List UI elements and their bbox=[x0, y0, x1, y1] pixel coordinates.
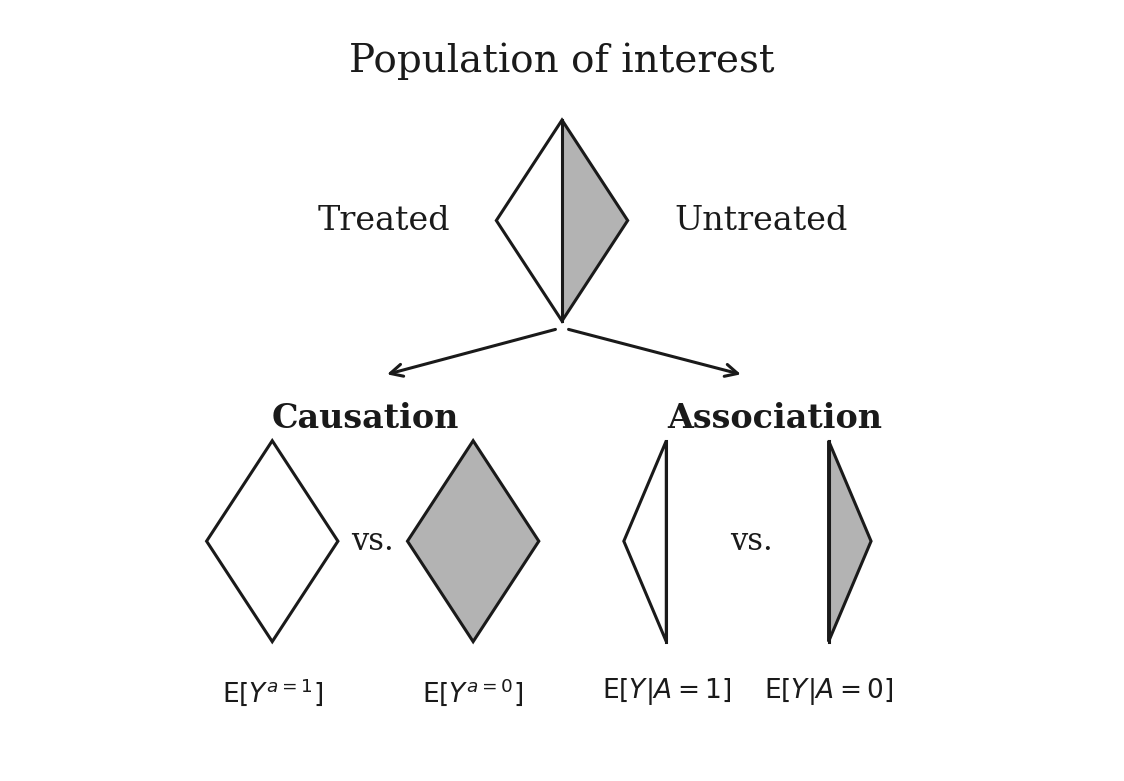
Text: vs.: vs. bbox=[352, 526, 395, 557]
Text: $\mathrm{E}[Y|A = 1]$: $\mathrm{E}[Y|A = 1]$ bbox=[601, 676, 731, 708]
Polygon shape bbox=[624, 440, 667, 642]
Text: Untreated: Untreated bbox=[674, 205, 847, 237]
Polygon shape bbox=[497, 120, 562, 321]
Text: $\mathrm{E}[Y^{a=1}]$: $\mathrm{E}[Y^{a=1}]$ bbox=[221, 676, 323, 708]
Polygon shape bbox=[828, 440, 871, 642]
Text: Association: Association bbox=[667, 402, 882, 435]
Polygon shape bbox=[408, 440, 538, 642]
Text: Population of interest: Population of interest bbox=[350, 43, 774, 80]
Text: Causation: Causation bbox=[271, 402, 459, 435]
Polygon shape bbox=[562, 120, 627, 321]
Text: Treated: Treated bbox=[317, 205, 450, 237]
Polygon shape bbox=[207, 440, 338, 642]
Text: vs.: vs. bbox=[729, 526, 772, 557]
Text: $\mathrm{E}[Y^{a=0}]$: $\mathrm{E}[Y^{a=0}]$ bbox=[423, 676, 524, 708]
Text: $\mathrm{E}[Y|A = 0]$: $\mathrm{E}[Y|A = 0]$ bbox=[764, 676, 894, 708]
